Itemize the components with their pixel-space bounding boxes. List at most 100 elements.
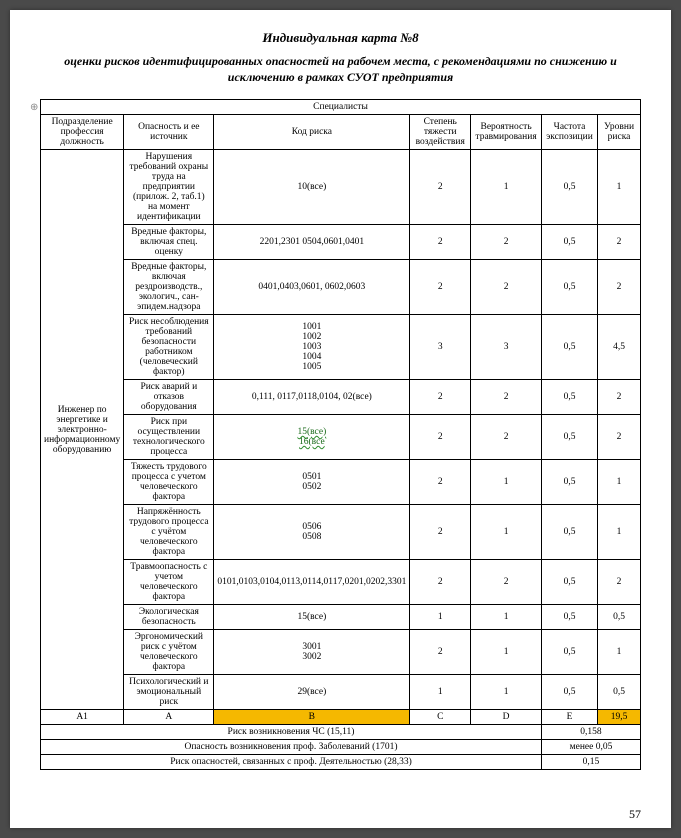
table-row: Травмоопасность с учетом человеческого ф… — [41, 560, 641, 605]
cell-hazard: Вредные факторы, включая рездроизводств.… — [124, 260, 214, 315]
cell-c6: 0,5 — [541, 380, 597, 415]
sum-a1: A1 — [41, 710, 124, 725]
cell-hazard: Вредные факторы, включая спец. оценку — [124, 225, 214, 260]
cell-c5: 1 — [471, 630, 542, 675]
cell-code: 0401,0403,0601, 0602,0603 — [214, 260, 410, 315]
cell-c4: 2 — [410, 380, 471, 415]
cell-c4: 1 — [410, 605, 471, 630]
footer-value-1: менее 0,05 — [541, 740, 640, 755]
cell-c6: 0,5 — [541, 675, 597, 710]
table-row: Риск при осуществлении технологического … — [41, 415, 641, 460]
table-row: Эргономический риск с учётом человеческо… — [41, 630, 641, 675]
cell-c4: 2 — [410, 460, 471, 505]
cell-hazard: Нарушения требований охраны труда на пре… — [124, 150, 214, 225]
cell-hazard: Эргономический риск с учётом человеческо… — [124, 630, 214, 675]
cell-c7: 2 — [598, 415, 641, 460]
table-row: Экологическая безопасность15(все)110,50,… — [41, 605, 641, 630]
footer-label-0: Риск возникновения ЧС (15,11) — [41, 725, 542, 740]
cell-c6: 0,5 — [541, 560, 597, 605]
cell-c7: 1 — [598, 460, 641, 505]
cell-c7: 4,5 — [598, 315, 641, 380]
cell-c4: 2 — [410, 260, 471, 315]
cell-code: 0101,0103,0104,0113,0114,0117,0201,0202,… — [214, 560, 410, 605]
cell-c4: 3 — [410, 315, 471, 380]
doc-subtitle: оценки рисков идентифицированных опаснос… — [40, 54, 641, 85]
cell-c6: 0,5 — [541, 605, 597, 630]
sum-e: E — [541, 710, 597, 725]
footer-row-0: Риск возникновения ЧС (15,11) 0,158 — [41, 725, 641, 740]
page: ⊕ Индивидуальная карта №8 оценки рисков … — [10, 10, 671, 828]
sum-d: D — [471, 710, 542, 725]
footer-value-2: 0,15 — [541, 755, 640, 770]
superheader: Специалисты — [41, 100, 641, 115]
cell-hazard: Психологический и эмоциональный риск — [124, 675, 214, 710]
cell-c5: 2 — [471, 225, 542, 260]
table-row: Риск несоблюдения требований безопасност… — [41, 315, 641, 380]
summary-row: A1 A B C D E 19,5 — [41, 710, 641, 725]
table-row: Психологический и эмоциональный риск29(в… — [41, 675, 641, 710]
cell-hazard: Риск аварий и отказов оборудования — [124, 380, 214, 415]
cell-code: 2201,2301 0504,0601,0401 — [214, 225, 410, 260]
cell-code: 15(все)16(все — [214, 415, 410, 460]
cell-c6: 0,5 — [541, 415, 597, 460]
cell-code: 30013002 — [214, 630, 410, 675]
cell-c6: 0,5 — [541, 630, 597, 675]
table-row: Инженер по энергетике и электронно-инфор… — [41, 150, 641, 225]
cell-hazard: Травмоопасность с учетом человеческого ф… — [124, 560, 214, 605]
th-col4: Степень тяжести воздействия — [410, 115, 471, 150]
cell-c4: 2 — [410, 415, 471, 460]
cell-c5: 2 — [471, 260, 542, 315]
cell-c7: 1 — [598, 505, 641, 560]
anchor-marker: ⊕ — [30, 102, 38, 113]
cell-c7: 1 — [598, 150, 641, 225]
cell-c7: 2 — [598, 380, 641, 415]
risk-table: Специалисты Подразделение профессия долж… — [40, 99, 641, 770]
cell-c5: 2 — [471, 560, 542, 605]
cell-c5: 1 — [471, 460, 542, 505]
cell-c4: 2 — [410, 560, 471, 605]
cell-c4: 2 — [410, 505, 471, 560]
table-row: Вредные факторы, включая спец. оценку220… — [41, 225, 641, 260]
footer-row-1: Опасность возникновения проф. Заболевани… — [41, 740, 641, 755]
sum-total: 19,5 — [598, 710, 641, 725]
sum-a: A — [124, 710, 214, 725]
cell-hazard: Риск при осуществлении технологического … — [124, 415, 214, 460]
cell-code: 10011002100310041005 — [214, 315, 410, 380]
table-row: Тяжесть трудового процесса с учетом чело… — [41, 460, 641, 505]
cell-c4: 1 — [410, 675, 471, 710]
cell-c5: 2 — [471, 380, 542, 415]
cell-c6: 0,5 — [541, 460, 597, 505]
sum-b: B — [214, 710, 410, 725]
cell-hazard: Экологическая безопасность — [124, 605, 214, 630]
th-col5: Вероятность травмирования — [471, 115, 542, 150]
page-number: 57 — [629, 807, 641, 822]
cell-c5: 1 — [471, 150, 542, 225]
cell-code: 0,111, 0117,0118,0104, 02(все) — [214, 380, 410, 415]
cell-code: 05010502 — [214, 460, 410, 505]
th-col7: Уровни риска — [598, 115, 641, 150]
cell-c7: 1 — [598, 630, 641, 675]
doc-title: Индивидуальная карта №8 — [40, 30, 641, 46]
table-row: Вредные факторы, включая рездроизводств.… — [41, 260, 641, 315]
cell-code: 05060508 — [214, 505, 410, 560]
footer-label-2: Риск опасностей, связанных с проф. Деяте… — [41, 755, 542, 770]
cell-c7: 0,5 — [598, 675, 641, 710]
cell-c4: 2 — [410, 630, 471, 675]
cell-c6: 0,5 — [541, 260, 597, 315]
footer-value-0: 0,158 — [541, 725, 640, 740]
cell-code: 10(все) — [214, 150, 410, 225]
cell-code: 29(все) — [214, 675, 410, 710]
th-col6: Частота экспозиции — [541, 115, 597, 150]
cell-c6: 0,5 — [541, 150, 597, 225]
table-row: Напряжённость трудового процесса с учёто… — [41, 505, 641, 560]
cell-c6: 0,5 — [541, 315, 597, 380]
cell-hazard: Тяжесть трудового процесса с учетом чело… — [124, 460, 214, 505]
cell-hazard: Напряжённость трудового процесса с учёто… — [124, 505, 214, 560]
cell-c5: 1 — [471, 605, 542, 630]
th-col3: Код риска — [214, 115, 410, 150]
footer-row-2: Риск опасностей, связанных с проф. Деяте… — [41, 755, 641, 770]
cell-c7: 2 — [598, 260, 641, 315]
cell-c5: 1 — [471, 505, 542, 560]
th-col1: Подразделение профессия должность — [41, 115, 124, 150]
cell-c6: 0,5 — [541, 505, 597, 560]
